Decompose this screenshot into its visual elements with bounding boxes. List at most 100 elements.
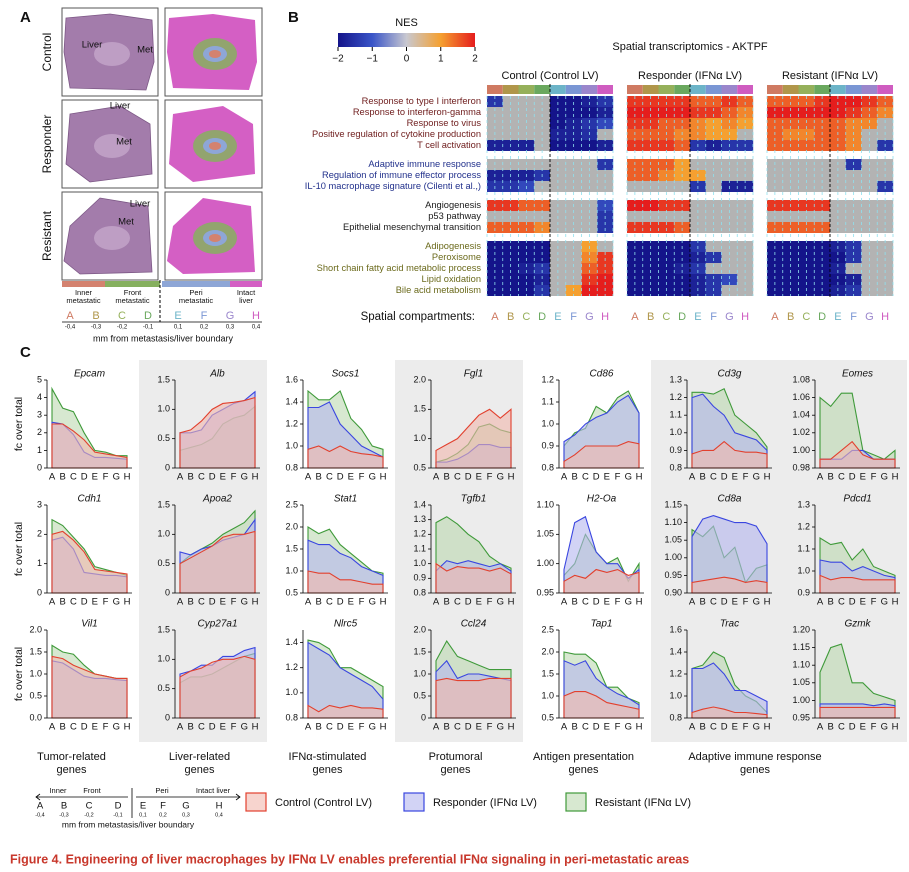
y-tick-label: 1.4 [285,637,298,647]
key-arrow [35,793,128,801]
group-label: genes [185,764,215,776]
gene-title: Vil1 [81,619,98,630]
area [435,562,512,594]
x-tick-label: A [305,722,312,733]
tissue-label: Met [118,217,134,228]
heat-cell [550,96,566,107]
heat-cell [581,96,598,107]
area [51,423,128,469]
area [307,704,384,719]
y-tick-label: 0.5 [413,462,426,472]
heat-cell [767,222,783,233]
x-tick-label: E [732,597,738,608]
compartment-strip [565,85,582,94]
compartments-label: Spatial compartments: [361,311,475,323]
x-tick-label: E [348,722,354,733]
area [563,691,640,719]
legend-label: Control (Control LV) [275,797,372,809]
heat-cell-na [737,274,754,285]
heat-cell-na [534,118,551,129]
x-tick-label: D [465,472,472,483]
compartment-strip [534,85,550,94]
heat-cell [798,252,815,263]
y-tick-label: 2.0 [29,624,42,634]
y-tick-label: 1.06 [792,392,810,402]
group-label: IFNα-stimulated [289,751,367,763]
gene-title: Tgfb1 [461,494,487,505]
panel-label: C [20,344,31,361]
x-tick-label: A [561,722,568,733]
x-tick-label: B [60,597,66,608]
area [691,662,768,719]
x-tick-label: D [81,597,88,608]
heat-cell-na [487,107,503,118]
x-tick-label: G [369,722,376,733]
compartment-strip [782,85,799,94]
gene-title: Eomes [842,369,873,380]
heat-cell [690,252,706,263]
y-tick-label: 0 [165,462,170,472]
key-mm: -0,1 [113,812,122,818]
x-tick-label: H [252,472,259,483]
y-tick-label: 0.95 [792,712,810,722]
x-tick-label: F [743,722,749,733]
x-tick-label: C [326,472,333,483]
x-tick-label: D [721,722,728,733]
x-tick-label: F [615,722,621,733]
heat-cell-na [550,252,566,263]
area [563,441,640,469]
area [51,530,128,594]
group-label: genes [569,764,599,776]
x-tick-label: F [359,722,365,733]
x-tick-label: C [454,722,461,733]
y-tick-label: 1.5 [541,668,554,678]
heat-cell-na [845,263,862,274]
y-tick-label: 1.5 [413,646,426,656]
heat-cell [690,274,706,285]
colorbar-tick-label: 2 [472,54,478,65]
x-tick-label: G [625,722,632,733]
compartment-letter: B [507,311,514,323]
area [691,576,768,594]
heat-cell [534,263,551,274]
heat-cell [830,107,846,118]
legend-swatch [245,792,267,812]
x-tick-label: D [209,722,216,733]
heat-cell-na [877,222,894,233]
x-tick-label: E [220,722,226,733]
gene-title: Tap1 [591,619,613,630]
heat-cell [814,222,831,233]
heat-cell-na [565,252,582,263]
x-tick-label: G [113,597,120,608]
heat-cell [581,107,598,118]
compartment-strip [502,85,519,94]
x-tick-label: H [892,472,899,483]
group-label: Tumor-related [37,751,106,763]
x-tick-label: F [487,722,493,733]
panel-label: B [288,9,299,26]
x-tick-label: F [871,722,877,733]
x-tick-label: G [241,722,248,733]
x-tick-label: E [92,597,98,608]
area [307,641,384,719]
heat-cell [674,107,691,118]
mm-label: -0,1 [143,325,154,331]
y-tick-label: 2 [37,529,42,539]
compartment-letter: E [554,311,561,323]
compartment-letter: E [694,311,701,323]
pathway-label: Lipid oxidation [422,274,481,284]
y-tick-label: 1.0 [541,690,554,700]
heat-cell-na [737,263,754,274]
group-label: genes [441,764,471,776]
heat-cell [627,274,643,285]
zone-label: Front [83,786,101,795]
group-label: Antigen presentation [533,751,634,763]
heat-cell [518,252,535,263]
compartment-label: metastatic [115,296,149,305]
heat-cell-na [518,96,535,107]
compartment-letter: A [66,310,74,322]
mm-label: 0,1 [174,325,183,331]
gene-title: Cdh1 [78,494,102,505]
heat-cell [814,118,831,129]
